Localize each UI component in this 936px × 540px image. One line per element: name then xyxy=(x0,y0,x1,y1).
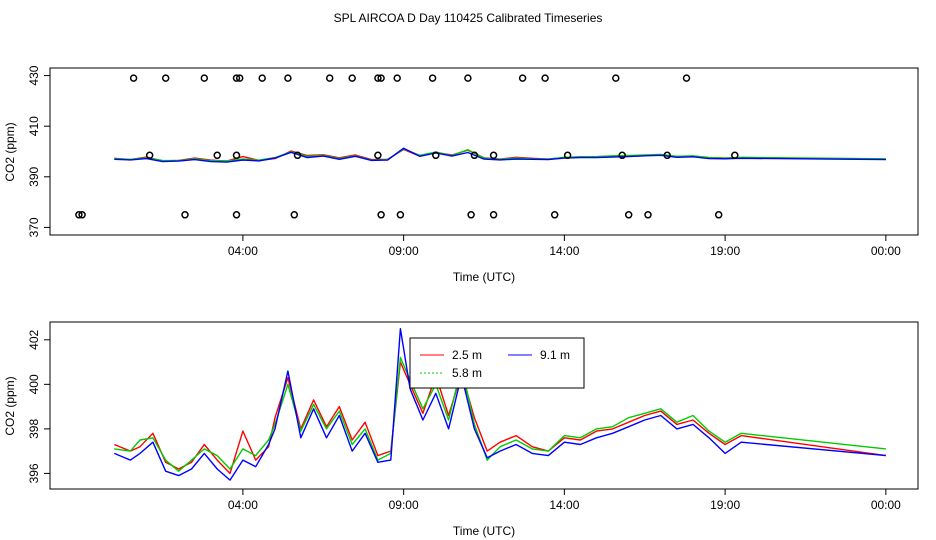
top-flag-point xyxy=(129,74,138,82)
top-y-axis: 370 390 410 430 xyxy=(27,65,50,237)
bottom-x-tick-label: 14:00 xyxy=(549,498,579,512)
top-flag-point xyxy=(464,74,472,82)
top-flag-points xyxy=(75,74,739,219)
top-flag-point xyxy=(428,74,437,82)
bottom-series-group xyxy=(114,328,886,481)
bottom-x-tick-label: 09:00 xyxy=(389,498,419,512)
top-flag-point xyxy=(377,211,385,219)
bottom-y-tick-label: 400 xyxy=(27,374,41,394)
top-x-tick-label: 04:00 xyxy=(228,244,258,258)
top-y-tick-label: 390 xyxy=(27,166,41,186)
legend-box xyxy=(409,337,585,389)
legend-label-9-1m: 9.1 m xyxy=(540,348,570,362)
bottom-series-line-9-1-m xyxy=(114,328,886,481)
top-flag-point xyxy=(396,211,405,219)
top-x-axis-label: Time (UTC) xyxy=(453,270,515,284)
top-flag-point xyxy=(181,211,189,219)
top-flag-point xyxy=(290,211,299,219)
top-flag-point xyxy=(374,74,382,82)
top-x-axis: 04:00 09:00 14:00 19:00 00:00 xyxy=(228,235,901,258)
top-flag-point xyxy=(258,74,266,82)
top-flag-point xyxy=(348,74,356,82)
top-flag-point xyxy=(618,151,626,160)
top-flag-point xyxy=(714,211,723,219)
top-flag-point xyxy=(232,211,241,219)
top-flag-point xyxy=(624,211,633,219)
top-flag-point xyxy=(200,74,209,82)
bottom-x-tick-label: 04:00 xyxy=(228,498,258,512)
top-flag-point xyxy=(612,74,620,82)
bottom-y-tick-label: 402 xyxy=(27,329,41,349)
top-flag-point xyxy=(235,74,244,82)
top-flag-point xyxy=(682,74,691,82)
top-panel: 04:00 09:00 14:00 19:00 00:00 370 390 410 430 T… xyxy=(3,65,919,284)
figure-title: SPL AIRCOA D Day 110425 Calibrated Times… xyxy=(334,11,603,25)
bottom-x-axis: 04:00 09:00 14:00 19:00 00:00 xyxy=(228,489,901,512)
top-flag-point xyxy=(518,74,527,82)
top-x-tick-label: 09:00 xyxy=(389,244,419,258)
top-flag-point xyxy=(161,74,170,82)
bottom-panel: 04:00 09:00 14:00 19:00 00:00 396 398 400 402 2… xyxy=(3,321,919,538)
bottom-series-line-2-5-m xyxy=(114,361,886,475)
top-y-tick-label: 430 xyxy=(27,65,41,85)
top-flag-point xyxy=(75,211,83,219)
top-x-tick-label: 00:00 xyxy=(871,244,901,258)
bottom-y-tick-label: 398 xyxy=(27,419,41,439)
bottom-x-axis-label: Time (UTC) xyxy=(453,524,515,538)
top-flag-point xyxy=(644,211,652,219)
top-flag-point xyxy=(489,211,498,219)
top-y-tick-label: 370 xyxy=(27,217,41,237)
bottom-plot-frame xyxy=(49,321,919,490)
top-flag-point xyxy=(393,74,401,82)
legend-label-5-8m: 5.8 m xyxy=(452,366,482,380)
top-x-tick-label: 19:00 xyxy=(710,244,740,258)
top-flag-point xyxy=(550,211,559,219)
top-x-tick-label: 14:00 xyxy=(549,244,579,258)
top-flag-point xyxy=(293,151,302,160)
top-flag-point xyxy=(377,74,385,82)
top-flag-point xyxy=(432,151,440,160)
bottom-y-axis: 396 398 400 402 xyxy=(27,329,50,483)
bottom-x-tick-label: 00:00 xyxy=(871,498,901,512)
top-flag-point xyxy=(374,151,382,160)
legend-label-2-5m: 2.5 m xyxy=(452,348,482,362)
top-flag-point xyxy=(731,151,739,160)
bottom-x-tick-label: 19:00 xyxy=(710,498,740,512)
top-flag-point xyxy=(213,151,221,160)
bottom-series-line-5-8-m xyxy=(114,356,886,472)
top-flag-point xyxy=(470,151,479,160)
top-flag-point xyxy=(489,151,498,160)
legend: 2.5 m 9.1 m 5.8 m xyxy=(409,337,585,389)
top-y-tick-label: 410 xyxy=(27,116,41,136)
top-flag-point xyxy=(284,74,292,82)
bottom-y-tick-label: 396 xyxy=(27,463,41,483)
top-flag-point xyxy=(325,74,334,82)
top-flag-point xyxy=(467,211,475,219)
top-flag-point xyxy=(563,151,572,160)
top-series-group xyxy=(114,147,886,163)
top-flag-point xyxy=(78,211,86,219)
bottom-y-axis-label: CO2 (ppm) xyxy=(3,376,17,435)
top-flag-point xyxy=(663,151,671,160)
top-flag-point xyxy=(145,151,154,160)
top-flag-point xyxy=(232,151,241,160)
top-plot-frame xyxy=(49,67,919,236)
top-flag-point xyxy=(232,74,241,82)
top-y-axis-label: CO2 (ppm) xyxy=(3,122,17,181)
top-flag-point xyxy=(541,74,549,82)
